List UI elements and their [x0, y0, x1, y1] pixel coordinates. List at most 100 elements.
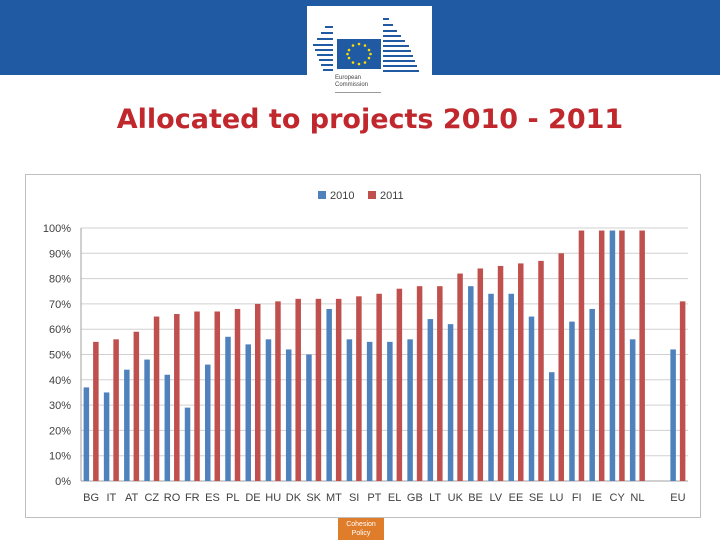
bar-2010 — [366, 341, 373, 481]
bar-2011 — [214, 311, 221, 481]
logo-line2: Commission — [335, 82, 369, 88]
bar-2010 — [670, 349, 676, 481]
x-tick-label: ES — [205, 492, 220, 504]
legend-swatch — [318, 191, 326, 199]
bar-2010 — [629, 339, 636, 481]
slide-title: Allocated to projects 2010 - 2011 — [116, 104, 624, 135]
bar-2011 — [619, 230, 625, 481]
bar-2010 — [468, 286, 474, 481]
x-tick-label: PT — [367, 492, 381, 504]
bar-2010 — [427, 319, 434, 481]
bar-2011 — [679, 301, 686, 481]
x-tick-label: DE — [245, 492, 260, 504]
legend-label: 2011 — [380, 190, 404, 202]
bar-2011 — [538, 260, 544, 481]
bar-2011 — [558, 253, 564, 481]
y-tick-label: 70% — [49, 299, 71, 311]
commission-building-icon — [313, 18, 419, 72]
y-tick-label: 20% — [49, 425, 71, 437]
bar-2010 — [508, 293, 515, 481]
x-tick-label: GB — [407, 492, 423, 504]
bar-2010 — [285, 349, 292, 481]
european-commission-logo: European Commission — [307, 6, 432, 98]
bar-2011 — [477, 268, 484, 481]
x-tick-label: LT — [429, 492, 441, 504]
bar-2011 — [376, 293, 382, 481]
x-tick-label: NL — [630, 492, 644, 504]
bar-2011 — [335, 298, 342, 481]
y-tick-label: 100% — [43, 223, 71, 235]
bar-2010 — [589, 308, 595, 481]
x-tick-label: DK — [286, 492, 302, 504]
bar-2011 — [295, 298, 301, 481]
bar-2011 — [639, 230, 645, 481]
logo-caption: European Commission — [335, 75, 368, 89]
y-tick-label: 80% — [49, 274, 71, 286]
bar-2010 — [569, 321, 575, 481]
bar-2010 — [225, 336, 231, 481]
bar-2011 — [194, 311, 200, 481]
x-tick-label: RO — [164, 492, 181, 504]
y-tick-label: 40% — [49, 375, 71, 387]
x-tick-label: SE — [529, 492, 544, 504]
bar-2010 — [83, 387, 90, 481]
x-tick-label: HU — [265, 492, 281, 504]
x-tick-label: MT — [326, 492, 342, 504]
x-tick-label: AT — [125, 492, 139, 504]
bar-2010 — [265, 339, 272, 481]
bar-2011 — [356, 296, 362, 481]
x-tick-label: UK — [448, 492, 464, 504]
bar-2010 — [488, 293, 494, 481]
bar-2010 — [124, 369, 130, 481]
bar-2011 — [497, 265, 504, 481]
x-tick-label: PL — [226, 492, 239, 504]
chart-frame: 0% 10% 20% 30% 40% 50% 60% 70% 80% 90% 100% BG IT AT C… — [25, 174, 701, 518]
bar-2011 — [254, 303, 261, 481]
y-tick-label: 90% — [49, 248, 71, 260]
x-tick-label: FI — [572, 492, 582, 504]
bar-2010 — [407, 339, 413, 481]
bar-2011 — [234, 308, 241, 481]
logo-line1: European — [335, 75, 362, 81]
x-tick-label: EE — [509, 492, 524, 504]
bar-2010 — [387, 341, 393, 481]
bar-2011 — [598, 230, 605, 481]
x-tick-label: EU — [670, 492, 685, 504]
bar-2011 — [416, 286, 423, 481]
bar-2010 — [245, 344, 251, 481]
y-tick-label: 30% — [49, 400, 71, 412]
bar-chart: 0% 10% 20% 30% 40% 50% 60% 70% 80% 90% 100% BG IT AT C… — [43, 190, 688, 504]
bar-2011 — [113, 339, 119, 481]
bar-2010 — [184, 407, 191, 481]
legend-swatch — [368, 191, 376, 199]
bar-2011 — [275, 301, 281, 481]
x-tick-label: CY — [610, 492, 626, 504]
x-tick-label: SK — [306, 492, 321, 504]
y-tick-label: 50% — [49, 350, 71, 362]
bar-2011 — [315, 298, 322, 481]
x-tick-label: BE — [468, 492, 483, 504]
logo-underline — [335, 92, 381, 93]
bar-2011 — [437, 286, 443, 481]
bar-2011 — [133, 331, 140, 481]
x-tick-label: BG — [83, 492, 99, 504]
x-tick-label: FR — [185, 492, 200, 504]
x-tick-label: LV — [489, 492, 502, 504]
y-tick-label: 60% — [49, 324, 71, 336]
bar-2010 — [548, 372, 555, 481]
x-tick-label: EL — [388, 492, 401, 504]
legend-label: 2010 — [330, 190, 354, 202]
bar-2011 — [174, 314, 180, 481]
bar-2011 — [93, 341, 99, 481]
x-tick-label: IT — [106, 492, 116, 504]
bar-2010 — [306, 354, 312, 481]
bar-2010 — [609, 230, 616, 481]
bar-2010 — [447, 324, 454, 481]
bar-2011 — [457, 273, 463, 481]
bar-2010 — [346, 339, 353, 481]
x-tick-label: LU — [549, 492, 563, 504]
y-tick-label: 10% — [49, 451, 71, 463]
bar-2010 — [528, 316, 535, 481]
x-tick-label: IE — [592, 492, 602, 504]
bar-2011 — [578, 230, 585, 481]
